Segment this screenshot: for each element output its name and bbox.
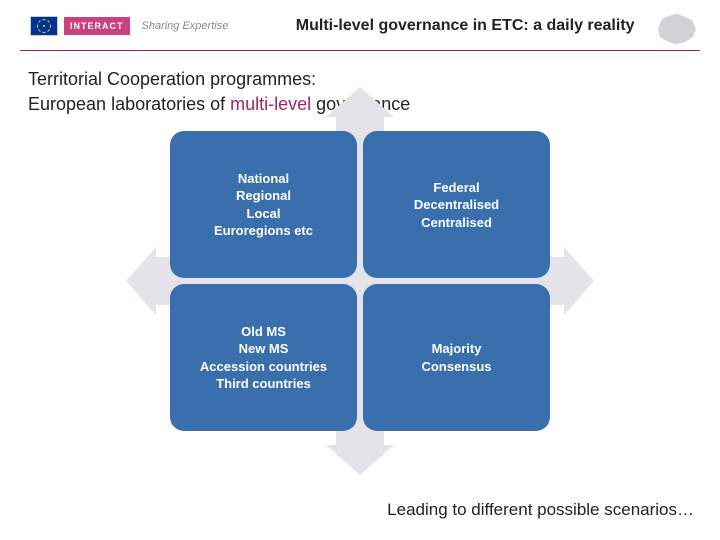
quadrant-diagram: National Regional Local Euroregions etc … (170, 131, 550, 431)
quad-text: Federal (433, 179, 479, 197)
logo-block: INTERACT (30, 16, 130, 36)
eu-flag-icon (30, 16, 58, 36)
heading-line2-pre: European laboratories of (28, 94, 230, 114)
quad-text: Local (247, 205, 281, 223)
europe-map-icon (652, 8, 700, 48)
quad-text: Consensus (421, 358, 491, 376)
quad-text: Centralised (421, 214, 492, 232)
quad-bottom-right: Majority Consensus (363, 284, 550, 431)
quad-grid: National Regional Local Euroregions etc … (170, 131, 550, 431)
tagline-text: Sharing Expertise (142, 20, 229, 32)
quad-text: Regional (236, 187, 291, 205)
slide-title: Multi-level governance in ETC: a daily r… (240, 17, 690, 35)
content: Territorial Cooperation programmes: Euro… (0, 51, 720, 431)
conclusion-text: Leading to different possible scenarios… (387, 500, 694, 520)
quad-text: Decentralised (414, 196, 499, 214)
quad-top-right: Federal Decentralised Centralised (363, 131, 550, 278)
quad-text: Accession countries (200, 358, 327, 376)
quad-text: National (238, 170, 289, 188)
interact-logo: INTERACT (64, 17, 130, 35)
quad-top-left: National Regional Local Euroregions etc (170, 131, 357, 278)
quad-bottom-left: Old MS New MS Accession countries Third … (170, 284, 357, 431)
quad-text: New MS (239, 340, 289, 358)
header: INTERACT Sharing Expertise Multi-level g… (0, 0, 720, 46)
quad-text: Third countries (216, 375, 311, 393)
quad-text: Old MS (241, 323, 286, 341)
heading-accent: multi-level (230, 94, 311, 114)
quad-text: Majority (432, 340, 482, 358)
quad-text: Euroregions etc (214, 222, 313, 240)
